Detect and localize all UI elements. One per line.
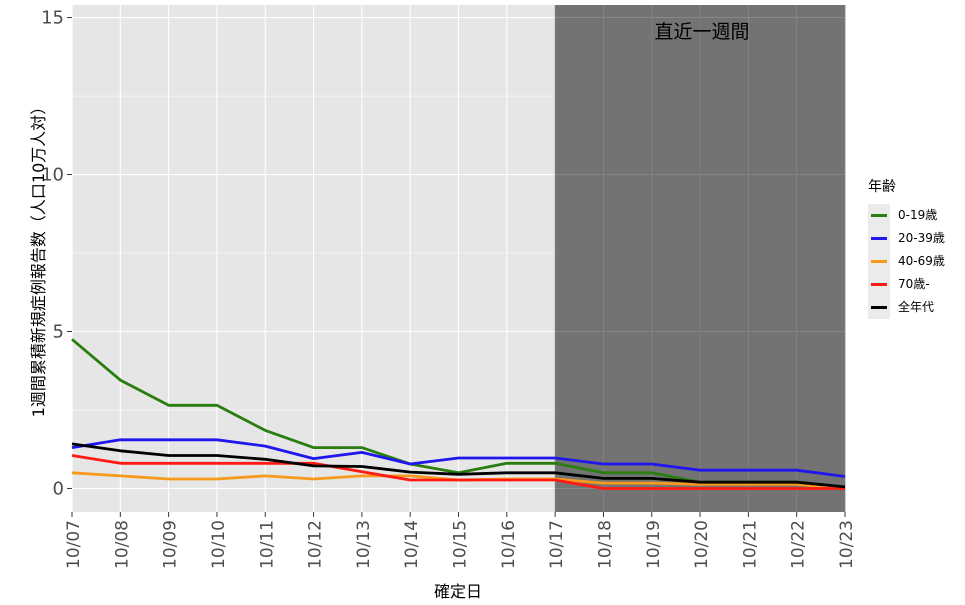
legend-label: 70歳- <box>890 273 960 296</box>
legend-item: 0-19歳 <box>868 204 960 227</box>
recent-week-label: 直近一週間 <box>655 21 750 43</box>
y-tick-label: 0 <box>53 478 64 499</box>
legend-swatch <box>871 283 887 286</box>
legend-item: 20-39歳 <box>868 227 960 250</box>
legend-swatch <box>871 260 887 263</box>
x-tick-label: 10/08 <box>112 520 132 569</box>
legend-title: 年齢 <box>868 179 896 195</box>
legend-label: 0-19歳 <box>890 204 960 227</box>
x-tick-label: 10/23 <box>837 520 857 569</box>
x-tick-label: 10/09 <box>161 520 181 569</box>
x-tick-label: 10/21 <box>740 520 760 569</box>
legend-label: 40-69歳 <box>890 250 960 273</box>
y-tick-label: 10 <box>41 165 64 186</box>
series-line-4 <box>71 442 846 489</box>
x-tick-label: 10/14 <box>402 520 422 569</box>
y-axis: 0 5 10 15 <box>41 8 72 499</box>
x-tick-label: 10/16 <box>499 520 519 569</box>
x-axis-title: 確定日 <box>434 582 482 601</box>
x-tick-label: 10/15 <box>451 520 471 569</box>
series-lines <box>71 338 846 490</box>
legend-key <box>868 250 890 273</box>
legend-key <box>868 273 890 296</box>
legend-swatch <box>871 237 887 240</box>
legend-swatch <box>871 214 887 217</box>
x-tick-label: 10/22 <box>789 520 809 569</box>
y-tick-label: 15 <box>41 8 64 29</box>
legend-item: 40-69歳 <box>868 250 960 273</box>
x-tick-label: 10/10 <box>209 520 229 569</box>
legend-label: 全年代 <box>890 296 960 319</box>
legend-item: 全年代 <box>868 296 960 319</box>
legend-label: 20-39歳 <box>890 227 960 250</box>
x-tick-label: 10/11 <box>257 520 277 569</box>
x-tick-label: 10/12 <box>306 520 326 569</box>
legend-key <box>868 204 890 227</box>
legend-key <box>868 227 890 250</box>
legend: 年齢 0-19歳 20-39歳 40-69歳 70歳- 全年代 <box>868 176 960 319</box>
x-tick-label: 10/20 <box>692 520 712 569</box>
x-tick-label: 10/19 <box>644 520 664 569</box>
x-tick-label: 10/13 <box>354 520 374 569</box>
x-tick-label: 10/17 <box>547 520 567 569</box>
series-line-1 <box>71 438 846 478</box>
x-tick-label: 10/18 <box>595 520 615 569</box>
y-axis-title: 1週間累積新規症例報告数（人口10万人対） <box>29 99 48 418</box>
legend-key <box>868 296 890 319</box>
series-line-3 <box>71 454 845 490</box>
y-tick-label: 5 <box>53 321 64 342</box>
x-tick-label: 10/07 <box>64 520 84 569</box>
legend-swatch <box>871 306 887 309</box>
legend-item: 70歳- <box>868 273 960 296</box>
x-axis: 10/07 10/08 10/09 10/10 10/11 10/12 10/13 10/14… <box>64 512 857 569</box>
legend-items: 0-19歳 20-39歳 40-69歳 70歳- 全年代 <box>868 204 960 319</box>
